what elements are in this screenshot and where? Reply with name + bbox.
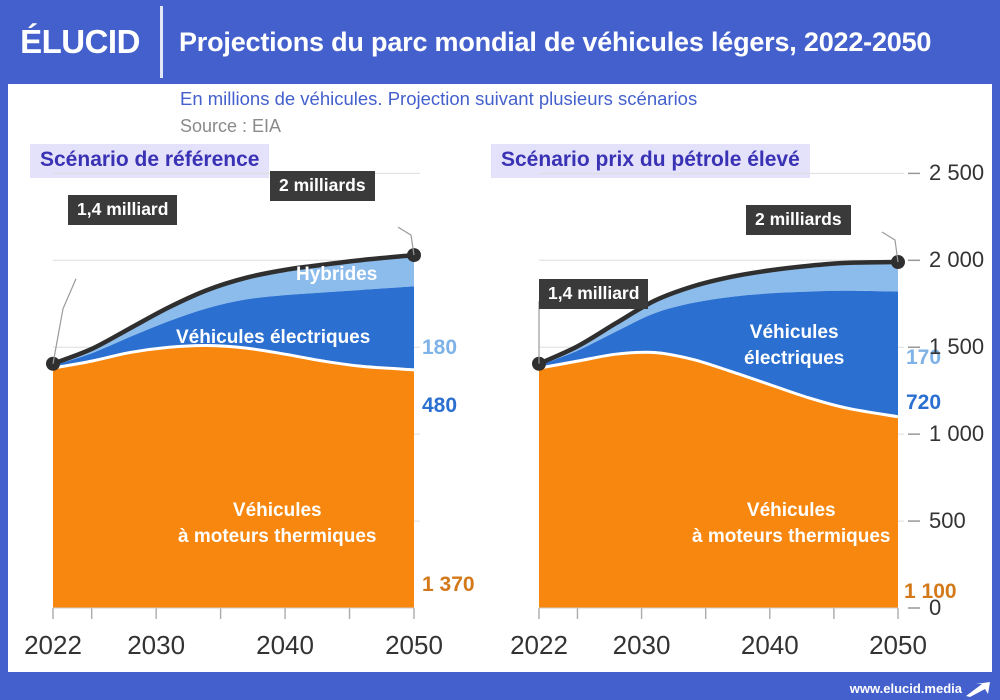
chart-source: Source : EIA (180, 116, 282, 136)
panel-title-reference: Scénario de référence (30, 144, 270, 178)
value-hybrides-right: 170 (906, 346, 942, 369)
value-ice-right: 1 100 (904, 580, 957, 603)
page-title: Projections du parc mondial de véhicules… (179, 26, 932, 57)
series-label-ev-right: Véhicules électriques (744, 322, 845, 369)
x-axis-tick-label: 2022 (510, 630, 568, 660)
series-label-hybrides-left: Hybrides (296, 264, 378, 285)
y-axis-tick-label: 2 500 (929, 160, 985, 186)
arrow-icon (966, 682, 990, 697)
total-lines (46, 248, 905, 419)
brand-logo: ÉLUCID (0, 0, 160, 84)
axis-ticks (52, 172, 920, 619)
chart-plot-area (46, 172, 920, 619)
x-axis-tick-label: 2022 (24, 630, 82, 660)
x-axis-tick-label: 2040 (740, 630, 799, 660)
callout-reference-end: 2 milliards (270, 171, 375, 201)
stacked-areas (53, 255, 898, 608)
brand-logo-text: ÉLUCID (20, 23, 140, 60)
y-axis-tick-label: 2 000 (929, 247, 985, 273)
footer-bar: www.elucid.media (0, 672, 1000, 700)
series-label-ice-right: Véhicules à moteurs thermiques (692, 500, 891, 547)
series-label-ice-left: Véhicules à moteurs thermiques (178, 500, 377, 547)
header-bar: ÉLUCID Projections du parc mondial de vé… (0, 0, 1000, 84)
header-divider (160, 6, 163, 78)
value-hybrides-left: 180 (422, 336, 458, 359)
x-axis-tick-label: 2030 (612, 630, 671, 660)
x-axis-tick-label: 2050 (385, 630, 443, 660)
callout-reference-start: 1,4 milliard (68, 195, 178, 225)
value-ev-left: 480 (422, 394, 458, 417)
x-axis-tick-label: 2040 (256, 630, 314, 660)
x-axis-tick-label: 2050 (869, 630, 927, 660)
chart-subtitle: En millions de véhicules. Projection sui… (180, 88, 698, 109)
chart-canvas: En millions de véhicules. Projection sui… (8, 84, 992, 672)
value-ev-right: 720 (906, 391, 942, 414)
y-axis-tick-label: 500 (929, 508, 966, 534)
watermark-text: www.elucid.media (849, 681, 962, 696)
value-ice-left: 1 370 (422, 573, 475, 596)
callout-highoil-start: 1,4 milliard (539, 279, 649, 309)
series-label-ev-left: Véhicules électriques (176, 327, 371, 348)
y-axis-tick-label: 1 500 (929, 334, 985, 360)
panel-title-high-oil: Scénario prix du pétrole élevé (491, 144, 810, 178)
y-axis-tick-label: 0 (929, 595, 942, 620)
callout-highoil-end: 2 milliards (746, 205, 851, 235)
x-axis-tick-label: 2030 (127, 630, 186, 660)
y-axis-tick-label: 1 000 (929, 421, 985, 447)
